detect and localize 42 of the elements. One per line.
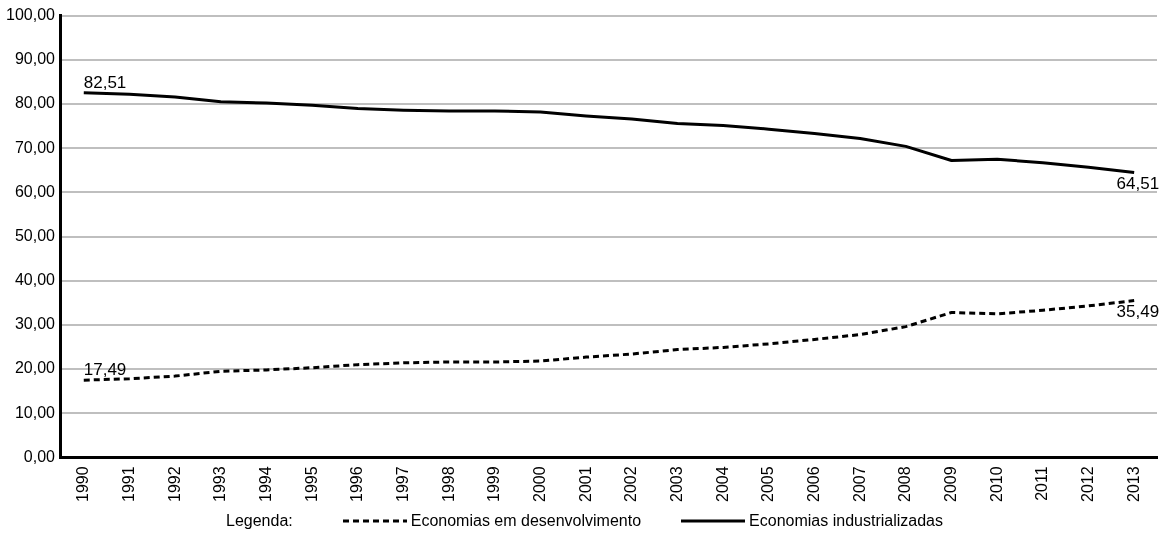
x-tick-label: 1994 <box>256 466 274 502</box>
data-label: 82,51 <box>83 73 127 93</box>
x-tick-label: 2008 <box>896 466 914 502</box>
x-tick-label: 1992 <box>165 466 183 502</box>
x-tick-label: 1998 <box>439 466 457 502</box>
x-tick-label: 2010 <box>987 466 1005 502</box>
x-tick-label: 2013 <box>1124 466 1142 502</box>
data-label: 64,51 <box>1116 173 1160 193</box>
y-tick-label: 90,00 <box>14 50 56 68</box>
y-tick-label: 10,00 <box>14 403 56 421</box>
x-tick-label: 1991 <box>119 466 137 502</box>
x-tick-label: 2005 <box>759 466 777 502</box>
x-tick-label: 1995 <box>302 466 320 502</box>
x-tick-label: 2003 <box>667 466 685 502</box>
x-tick-label: 1990 <box>74 466 92 502</box>
x-tick-label: 1999 <box>485 466 503 502</box>
x-tick-label: 2002 <box>622 466 640 502</box>
x-tick-label: 2009 <box>941 466 959 502</box>
x-tick-label: 1997 <box>393 466 411 502</box>
y-tick-label: 100,00 <box>6 6 56 24</box>
y-tick-label: 40,00 <box>14 271 56 289</box>
x-tick-label: 1996 <box>348 466 366 502</box>
x-tick-label: 2012 <box>1078 466 1096 502</box>
y-tick-label: 0,00 <box>23 447 56 465</box>
legend-label: Economias em desenvolvimento <box>410 512 642 530</box>
y-tick-label: 20,00 <box>14 359 56 377</box>
x-tick-label: 2007 <box>850 466 868 502</box>
x-tick-label: 1993 <box>211 466 229 502</box>
data-label: 35,49 <box>1116 301 1160 321</box>
x-tick-label: 2006 <box>804 466 822 502</box>
x-tick-label: 2000 <box>530 466 548 502</box>
x-tick-label: 2004 <box>713 466 731 502</box>
x-tick-label: 2001 <box>576 466 594 502</box>
y-tick-label: 30,00 <box>14 315 56 333</box>
legend-label: Economias industrializadas <box>749 512 943 530</box>
y-tick-label: 50,00 <box>14 226 56 244</box>
y-tick-label: 60,00 <box>14 182 56 200</box>
x-tick-label: 2011 <box>1033 466 1051 501</box>
data-label: 17,49 <box>83 360 127 380</box>
y-tick-label: 80,00 <box>14 94 56 112</box>
legend-title: Legenda: <box>226 512 293 530</box>
y-tick-label: 70,00 <box>14 138 56 156</box>
